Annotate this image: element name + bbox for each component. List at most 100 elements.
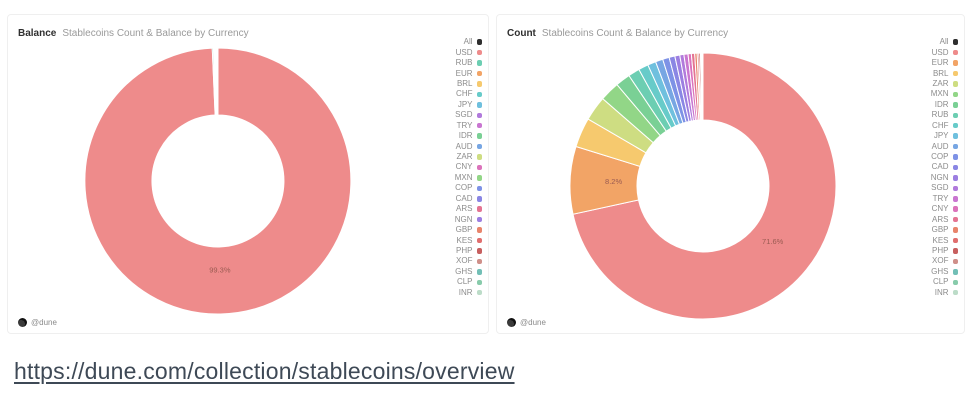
legend-label: GHS — [931, 266, 949, 276]
legend-swatch — [476, 133, 482, 139]
legend-item-CHF[interactable]: CHF — [455, 89, 482, 99]
legend-item-XOF[interactable]: XOF — [455, 256, 482, 266]
legend-label: INR — [934, 287, 949, 297]
legend-swatch — [476, 49, 482, 56]
chart-legend-count: All USD EUR BRL ZAR MXN IDR RUB CHF JPY AUD COP CAD N… — [931, 37, 958, 298]
legend-item-All[interactable]: All — [931, 37, 958, 47]
legend-swatch — [952, 175, 958, 181]
legend-item-USD[interactable]: USD — [931, 47, 958, 57]
legend-item-CNY[interactable]: CNY — [931, 204, 958, 214]
watermark: @dune — [507, 318, 546, 327]
legend-item-AUD[interactable]: AUD — [455, 141, 482, 151]
legend-item-IDR[interactable]: IDR — [931, 100, 958, 110]
legend-label: CNY — [455, 162, 473, 172]
legend-item-ARS[interactable]: ARS — [455, 204, 482, 214]
legend-label: ZAR — [932, 78, 949, 88]
legend-item-MXN[interactable]: MXN — [931, 89, 958, 99]
legend-item-BRL[interactable]: BRL — [455, 79, 482, 89]
slice-label-USD: 99.3% — [209, 265, 231, 274]
legend-item-All[interactable]: All — [455, 37, 482, 47]
legend-label: IDR — [458, 131, 473, 141]
legend-swatch — [952, 81, 958, 87]
legend-label: SGD — [931, 183, 949, 193]
legend-item-TRY[interactable]: TRY — [931, 194, 958, 204]
legend-item-CLP[interactable]: CLP — [455, 277, 482, 287]
legend-item-GHS[interactable]: GHS — [455, 267, 482, 277]
legend-swatch — [952, 248, 958, 254]
legend-label: All — [463, 37, 473, 47]
legend-label: GBP — [455, 225, 473, 235]
chart-legend-balance: All USD RUB EUR BRL CHF JPY SGD TRY IDR AUD ZAR CNY M… — [455, 37, 482, 298]
legend-item-COP[interactable]: COP — [931, 152, 958, 162]
watermark-text: @dune — [520, 318, 546, 327]
legend-swatch — [476, 91, 482, 98]
legend-label: CAD — [455, 193, 473, 203]
donut-chart-count[interactable]: 71.6% 8.2% — [563, 46, 843, 326]
legend-item-GHS[interactable]: GHS — [931, 267, 958, 277]
legend-label: CHF — [456, 89, 473, 99]
source-url-link[interactable]: https://dune.com/collection/stablecoins/… — [14, 358, 515, 384]
legend-item-KES[interactable]: KES — [455, 235, 482, 245]
legend-item-CNY[interactable]: CNY — [455, 162, 482, 172]
legend-item-SGD[interactable]: SGD — [931, 183, 958, 193]
legend-item-ARS[interactable]: ARS — [931, 214, 958, 224]
legend-item-PHP[interactable]: PHP — [455, 246, 482, 256]
legend-swatch — [476, 269, 482, 275]
chart-title: Count — [507, 28, 536, 39]
legend-item-TRY[interactable]: TRY — [455, 121, 482, 131]
legend-item-SGD[interactable]: SGD — [455, 110, 482, 120]
legend-swatch — [476, 102, 482, 108]
legend-item-KES[interactable]: KES — [931, 235, 958, 245]
legend-swatch — [476, 39, 482, 45]
legend-label: TRY — [932, 193, 949, 203]
legend-item-IDR[interactable]: IDR — [455, 131, 482, 141]
legend-swatch — [952, 91, 958, 98]
legend-item-INR[interactable]: INR — [455, 288, 482, 298]
legend-swatch — [952, 39, 958, 45]
legend-item-GBP[interactable]: GBP — [455, 225, 482, 235]
legend-item-JPY[interactable]: JPY — [455, 100, 482, 110]
legend-item-CAD[interactable]: CAD — [931, 162, 958, 172]
legend-item-XOF[interactable]: XOF — [931, 256, 958, 266]
legend-swatch — [952, 164, 958, 171]
legend-item-CHF[interactable]: CHF — [931, 121, 958, 131]
legend-item-CAD[interactable]: CAD — [455, 194, 482, 204]
legend-item-ZAR[interactable]: ZAR — [455, 152, 482, 162]
legend-item-CLP[interactable]: CLP — [931, 277, 958, 287]
legend-item-NGN[interactable]: NGN — [455, 214, 482, 224]
legend-swatch — [476, 122, 482, 129]
legend-item-USD[interactable]: USD — [455, 47, 482, 57]
chart-subtitle: Stablecoins Count & Balance by Currency — [62, 28, 249, 39]
legend-label: PHP — [932, 245, 949, 255]
legend-item-GBP[interactable]: GBP — [931, 225, 958, 235]
legend-label: GHS — [455, 266, 473, 276]
legend-item-COP[interactable]: COP — [455, 183, 482, 193]
legend-item-INR[interactable]: INR — [931, 288, 958, 298]
legend-swatch — [952, 102, 958, 108]
legend-item-RUB[interactable]: RUB — [931, 110, 958, 120]
legend-item-PHP[interactable]: PHP — [931, 246, 958, 256]
legend-swatch — [952, 133, 958, 139]
legend-item-EUR[interactable]: EUR — [931, 58, 958, 68]
legend-item-MXN[interactable]: MXN — [455, 173, 482, 183]
legend-item-RUB[interactable]: RUB — [455, 58, 482, 68]
chart-title: Balance — [18, 28, 57, 39]
legend-swatch — [952, 70, 958, 77]
legend-swatch — [476, 175, 482, 181]
pie-slice-USD[interactable] — [572, 52, 837, 320]
legend-item-EUR[interactable]: EUR — [455, 68, 482, 78]
legend-swatch — [952, 258, 958, 265]
legend-label: EUR — [455, 68, 473, 78]
legend-item-JPY[interactable]: JPY — [931, 131, 958, 141]
legend-swatch — [952, 279, 958, 286]
legend-label: PHP — [456, 245, 473, 255]
legend-item-NGN[interactable]: NGN — [931, 173, 958, 183]
pie-slice-USD[interactable] — [84, 47, 352, 315]
legend-item-BRL[interactable]: BRL — [931, 68, 958, 78]
donut-chart-balance[interactable]: 99.3% — [78, 41, 358, 321]
chart-header: Balance Stablecoins Count & Balance by Cu… — [18, 23, 249, 41]
legend-label: USD — [455, 47, 473, 57]
legend-item-ZAR[interactable]: ZAR — [931, 79, 958, 89]
legend-item-AUD[interactable]: AUD — [931, 141, 958, 151]
legend-label: CAD — [931, 162, 949, 172]
